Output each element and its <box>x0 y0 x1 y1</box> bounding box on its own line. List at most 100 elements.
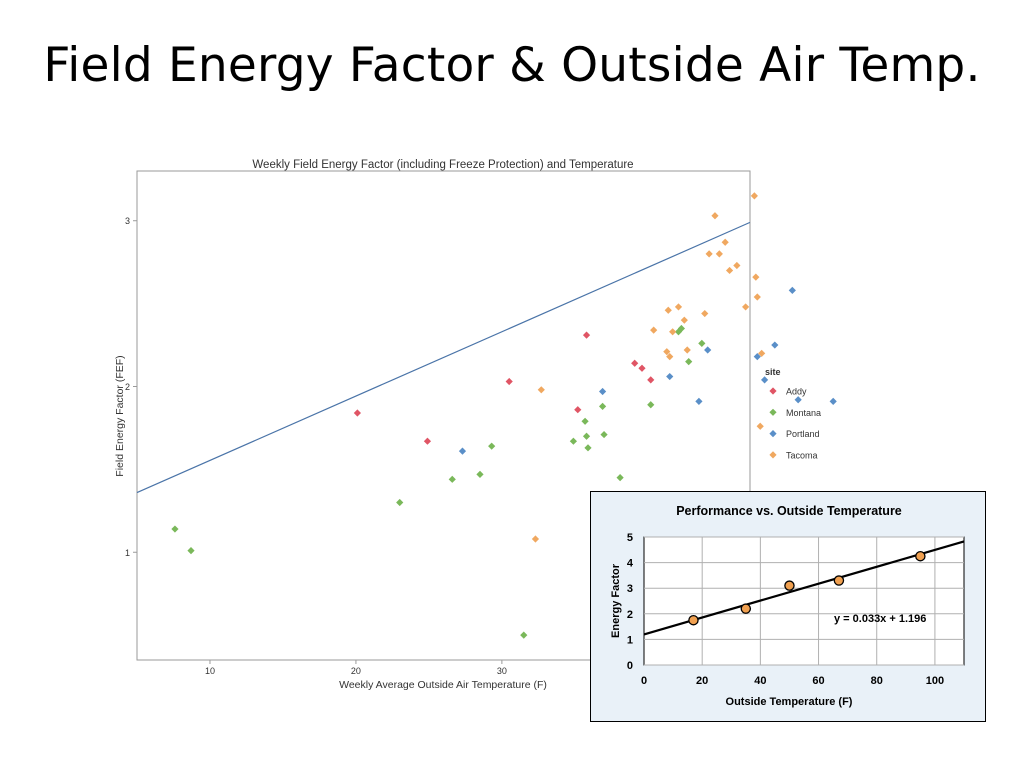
main-point-montana <box>685 358 693 366</box>
main-point-portland <box>704 346 712 354</box>
inset-y-tick-label: 3 <box>627 583 633 595</box>
main-point-montana <box>581 417 589 425</box>
main-point-montana <box>674 328 683 336</box>
main-point-tacoma <box>680 316 688 324</box>
legend-marker-addy <box>769 387 777 395</box>
inset-chart-panel: Performance vs. Outside Temperature 0 1 2 3… <box>590 491 986 722</box>
inset-data-points <box>688 550 926 626</box>
main-point-montana <box>488 442 496 450</box>
legend-label-addy: Addy <box>786 387 807 397</box>
main-point-portland <box>794 396 802 404</box>
inset-point <box>833 575 845 586</box>
legend-label-portland: Portland <box>786 429 820 439</box>
main-y-axis-label: Field Energy Factor (FEF) <box>114 355 126 476</box>
main-point-tacoma <box>750 192 758 200</box>
main-point-portland <box>760 376 769 384</box>
inset-y-tick-label: 0 <box>627 660 633 672</box>
main-point-tacoma <box>725 266 734 275</box>
main-point-montana <box>476 470 484 478</box>
main-point-portland <box>771 341 779 349</box>
main-point-montana <box>616 474 624 482</box>
main-point-montana <box>569 437 577 445</box>
main-point-addy <box>638 364 646 372</box>
main-point-montana <box>520 631 528 639</box>
inset-point <box>915 550 926 562</box>
inset-x-axis: 0 20 40 60 80 100 <box>641 675 944 687</box>
main-point-addy <box>631 359 639 367</box>
inset-point <box>688 614 699 626</box>
main-point-montana <box>647 401 655 409</box>
inset-x-tick-label: 100 <box>926 675 944 687</box>
main-x-tick-label: 10 <box>205 666 215 676</box>
main-point-addy <box>423 437 432 445</box>
inset-chart-title: Performance vs. Outside Temperature <box>676 504 902 518</box>
legend: site Addy Montana Portland Tacoma <box>765 367 821 460</box>
main-point-tacoma <box>752 273 760 281</box>
main-point-montana <box>600 430 608 439</box>
main-point-montana <box>448 475 456 483</box>
main-point-addy <box>353 409 361 417</box>
main-point-portland <box>788 286 796 294</box>
inset-x-axis-label: Outside Temperature (F) <box>726 696 853 708</box>
main-point-montana <box>396 498 404 507</box>
inset-y-tick-label: 5 <box>627 532 633 544</box>
main-point-tacoma <box>537 386 545 394</box>
main-point-portland <box>695 397 703 406</box>
main-point-tacoma <box>531 535 540 543</box>
main-plot-frame <box>136 170 751 661</box>
main-point-tacoma <box>666 353 674 361</box>
inset-y-axis: 0 1 2 3 4 5 <box>627 532 634 672</box>
inset-grid <box>644 536 964 666</box>
main-point-tacoma <box>669 328 677 336</box>
main-point-portland <box>829 397 837 406</box>
main-point-addy <box>647 376 655 384</box>
main-x-axis: 10203040 <box>205 660 653 676</box>
inset-x-tick-label: 20 <box>696 675 708 687</box>
main-point-portland <box>458 447 467 455</box>
main-point-tacoma <box>753 293 761 301</box>
legend-marker-portland <box>769 430 777 438</box>
main-point-montana <box>677 324 686 333</box>
inset-y-tick-label: 2 <box>627 609 633 621</box>
main-point-montana <box>187 546 195 555</box>
main-point-tacoma <box>683 346 691 354</box>
legend-title: site <box>765 367 781 377</box>
main-y-axis: 1 2 3 <box>125 216 137 558</box>
main-x-tick-label: 30 <box>497 666 507 676</box>
main-point-montana <box>582 432 591 440</box>
main-point-addy <box>574 406 582 414</box>
main-x-axis-label: Weekly Average Outside Air Temperature (… <box>339 679 547 691</box>
inset-y-tick-label: 1 <box>627 634 633 646</box>
main-point-montana <box>171 525 179 533</box>
main-point-portland <box>666 372 674 381</box>
inset-x-tick-label: 60 <box>812 675 824 687</box>
legend-label-tacoma: Tacoma <box>786 450 818 460</box>
legend-label-montana: Montana <box>786 408 821 418</box>
main-point-montana <box>584 444 592 452</box>
main-y-tick-label: 2 <box>125 382 130 392</box>
main-point-tacoma <box>701 309 709 318</box>
main-point-addy <box>505 377 513 386</box>
inset-point <box>784 580 795 591</box>
main-trendline <box>136 221 751 494</box>
main-chart-title: Weekly Field Energy Factor (including Fr… <box>252 159 633 171</box>
inset-y-tick-label: 4 <box>627 558 634 570</box>
main-point-tacoma <box>758 349 766 357</box>
main-point-montana <box>698 339 706 347</box>
main-point-tacoma <box>733 261 741 270</box>
inset-x-tick-label: 0 <box>641 675 647 687</box>
legend-marker-montana <box>769 408 777 416</box>
main-point-tacoma <box>742 303 750 311</box>
main-point-montana <box>598 402 607 410</box>
inset-scatter-chart: Performance vs. Outside Temperature 0 1 2 3… <box>610 504 965 708</box>
legend-marker-tacoma <box>769 451 777 459</box>
main-point-tacoma <box>705 250 713 258</box>
main-y-tick-label: 3 <box>125 216 130 226</box>
inset-x-tick-label: 80 <box>871 675 883 687</box>
inset-equation: y = 0.033x + 1.196 <box>834 613 926 625</box>
main-point-tacoma <box>756 422 764 430</box>
main-point-tacoma <box>663 348 671 356</box>
main-point-tacoma <box>721 238 729 246</box>
inset-point <box>740 603 752 614</box>
